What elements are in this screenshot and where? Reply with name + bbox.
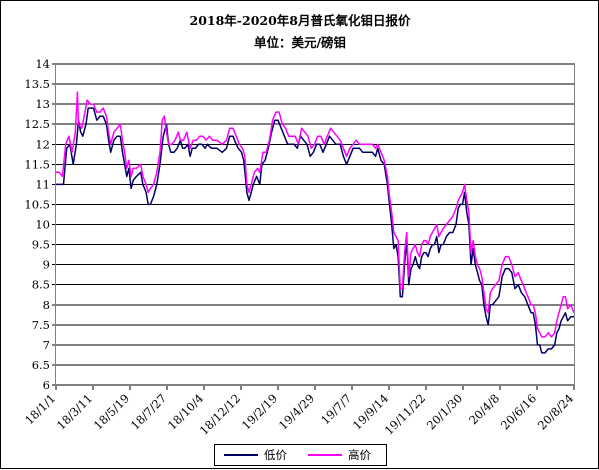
x-tick-label: 18/12/12 <box>197 391 243 437</box>
legend-label-low: 低价 <box>264 448 287 462</box>
series-line-high <box>56 91 575 338</box>
y-tick-label: 7 <box>43 338 50 352</box>
y-tick-label: 12.5 <box>24 117 50 131</box>
chart-title: 2018年-2020年8月普氏氧化钼日报价 <box>190 13 411 28</box>
gridlines <box>56 63 574 386</box>
y-tick-label: 12 <box>35 137 50 151</box>
x-tick-label: 20/6/16 <box>498 391 539 432</box>
x-tick-label: 19/11/22 <box>382 391 428 437</box>
y-tick-label: 11 <box>35 177 50 191</box>
chart-subtitle: 单位：美元/磅钼 <box>254 35 346 50</box>
x-axis-ticks: 18/1/118/3/1118/5/1918/7/2718/10/418/12/… <box>22 385 576 438</box>
y-tick-label: 8.5 <box>32 278 50 292</box>
y-tick-label: 8 <box>43 298 50 312</box>
y-tick-label: 7.5 <box>32 318 50 332</box>
x-tick-label: 18/1/1 <box>22 391 58 427</box>
y-tick-label: 9.5 <box>32 238 50 252</box>
y-tick-label: 13.5 <box>24 77 50 91</box>
x-tick-label: 19/2/19 <box>239 391 280 432</box>
y-tick-label: 13 <box>35 97 50 111</box>
y-tick-label: 14 <box>35 57 50 71</box>
legend: 低价 高价 <box>214 444 387 466</box>
x-tick-label: 19/7/7 <box>318 391 354 427</box>
x-tick-label: 20/4/8 <box>466 391 502 427</box>
series-lines <box>56 91 575 354</box>
x-tick-label: 18/5/19 <box>91 391 132 432</box>
y-tick-label: 11.5 <box>24 157 50 171</box>
y-tick-label: 6.5 <box>32 358 50 372</box>
plot-area-border <box>55 63 575 386</box>
x-tick-label: 18/3/11 <box>54 391 95 432</box>
legend-label-high: 高价 <box>348 448 371 462</box>
y-tick-label: 10 <box>35 218 50 232</box>
series-line-low <box>56 107 574 354</box>
x-tick-label: 20/1/30 <box>424 391 465 432</box>
y-tick-label: 6 <box>43 378 50 392</box>
y-axis-ticks: 6 6.5 7 7.5 8 8.5 9 9.5 10 10.5 11 11.5 12 12.5 13 13.5… <box>24 57 56 392</box>
y-tick-label: 10.5 <box>24 197 50 211</box>
x-tick-label: 19/4/29 <box>276 391 317 432</box>
y-tick-label: 9 <box>43 258 50 272</box>
legend-box <box>214 444 387 466</box>
x-tick-label: 18/7/27 <box>128 391 169 432</box>
x-tick-label: 20/8/24 <box>535 391 576 432</box>
